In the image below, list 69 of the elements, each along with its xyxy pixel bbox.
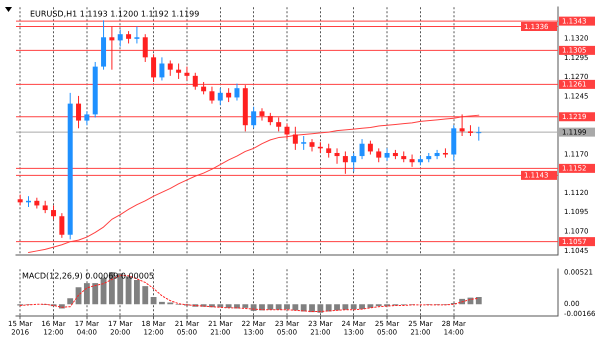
candlestick — [109, 26, 114, 70]
bar — [476, 297, 482, 304]
candlestick — [176, 63, 182, 80]
candlestick — [84, 110, 90, 126]
bar — [284, 304, 290, 310]
candlestick — [468, 124, 473, 137]
candlestick — [442, 148, 448, 158]
candlestick — [384, 148, 390, 162]
candlestick — [51, 204, 56, 220]
bar — [334, 304, 340, 310]
bar — [92, 283, 98, 304]
candlestick — [410, 154, 415, 168]
candlestick — [342, 150, 348, 174]
candlestick — [259, 108, 264, 122]
candlestick — [368, 140, 373, 156]
candlestick — [401, 150, 406, 163]
candlestick — [251, 106, 256, 129]
candlestick — [460, 114, 465, 137]
bar — [292, 304, 298, 310]
bar — [67, 298, 74, 304]
candlestick — [276, 117, 282, 132]
candlestick — [351, 152, 356, 172]
candlestick — [434, 149, 440, 160]
candlestick — [476, 126, 482, 142]
candlestick — [134, 26, 140, 44]
candlestick — [268, 112, 273, 126]
candlestick — [226, 88, 232, 103]
bar — [150, 297, 157, 304]
candlestick — [360, 138, 365, 160]
candlestick — [18, 194, 23, 206]
bar — [242, 304, 248, 308]
chart-title: EURUSD,H1 1.1193 1.1200 1.1192 1.1199 — [30, 9, 200, 18]
candlestick — [392, 149, 398, 160]
candlestick — [142, 34, 148, 62]
candlestick — [118, 29, 123, 48]
candlestick — [26, 196, 32, 208]
candlestick — [418, 156, 423, 166]
candlestick — [326, 143, 332, 158]
candlestick — [310, 138, 315, 152]
candlestick — [301, 136, 306, 150]
candlestick — [284, 123, 290, 140]
bar — [159, 302, 165, 304]
candlestick — [292, 126, 298, 150]
candlestick — [168, 60, 173, 76]
bar — [342, 304, 348, 310]
candlestick — [201, 82, 206, 95]
candlestick — [184, 66, 190, 81]
candlestick — [334, 148, 340, 164]
candlestick — [126, 30, 132, 44]
candlestick — [234, 83, 240, 102]
candlestick — [59, 212, 64, 238]
candlestick — [209, 86, 214, 104]
candlestick — [34, 197, 40, 210]
bar — [100, 278, 106, 304]
bar — [134, 280, 140, 304]
candlestick — [76, 95, 82, 129]
bar — [250, 304, 257, 311]
candlestick — [376, 148, 382, 163]
candlestick — [42, 200, 48, 214]
candlestick — [192, 72, 198, 90]
bar — [142, 286, 148, 304]
bar — [76, 287, 82, 304]
bar — [276, 304, 282, 310]
candlestick — [218, 88, 223, 106]
candlestick — [426, 152, 432, 163]
candlestick — [159, 56, 164, 81]
candlestick — [318, 142, 323, 154]
candlestick — [151, 54, 156, 83]
bar — [84, 283, 90, 304]
